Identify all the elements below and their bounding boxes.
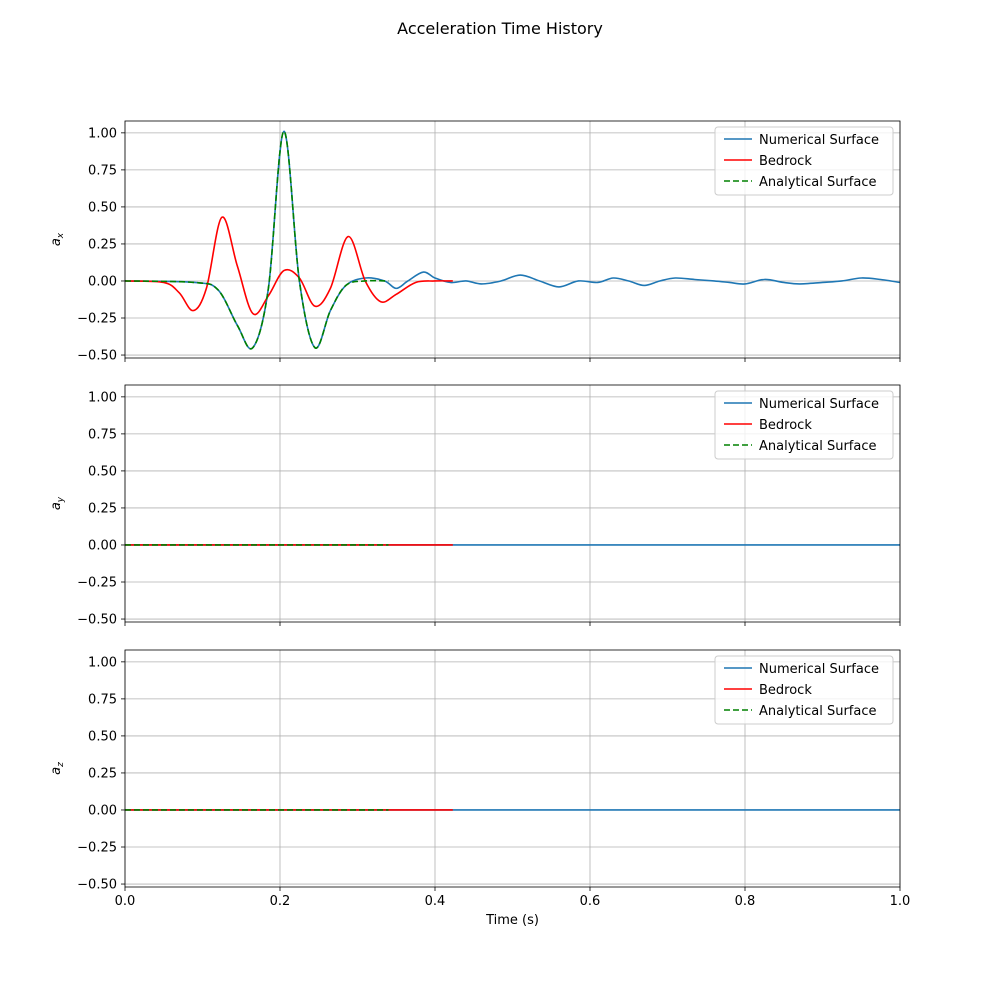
legend-label: Numerical Surface <box>759 662 879 677</box>
series-analytical-surface <box>124 130 389 350</box>
y-axis-label-subscript: x <box>56 232 66 239</box>
y-axis-label-subscript: z <box>56 762 66 768</box>
y-tick-label: −0.25 <box>77 312 117 327</box>
x-tick-label: 0.0 <box>115 894 136 909</box>
y-tick-label: 0.00 <box>88 274 117 289</box>
panels: 1.000.750.500.250.00−0.25−0.50axNumerica… <box>49 120 911 928</box>
legend-label: Analytical Surface <box>759 704 877 719</box>
x-tick-label: 0.6 <box>580 894 601 909</box>
figure-title: Acceleration Time History <box>397 19 603 38</box>
x-axis-label: Time (s) <box>485 913 539 928</box>
axes-frame <box>124 120 901 359</box>
y-tick-label: 1.00 <box>88 390 117 405</box>
y-tick-label: 1.00 <box>88 126 117 141</box>
legend: Numerical Surface Bedrock Analytical Surfa… <box>714 390 894 460</box>
y-tick-label: 0.75 <box>88 692 117 707</box>
y-tick-label: −0.25 <box>77 576 117 591</box>
y-tick-label: 0.50 <box>88 464 117 479</box>
y-tick-label: 1.00 <box>88 655 117 670</box>
y-tick-label: 0.25 <box>88 501 117 516</box>
y-tick-label: 0.00 <box>88 803 117 818</box>
x-tick-label: 1.0 <box>890 894 911 909</box>
axes-frame <box>124 649 901 888</box>
y-tick-label: 0.50 <box>88 729 117 744</box>
y-axis-label-main: a <box>49 238 64 246</box>
y-tick-label: 0.25 <box>88 766 117 781</box>
legend: Numerical Surface Bedrock Analytical Surfa… <box>714 126 894 196</box>
legend-box <box>714 390 894 460</box>
axes-frame <box>124 384 901 623</box>
y-tick-label: 0.50 <box>88 200 117 215</box>
y-axis-label: ax <box>49 232 66 246</box>
y-tick-label: −0.50 <box>77 878 117 893</box>
y-tick-label: −0.50 <box>77 349 117 364</box>
legend-box <box>714 655 894 725</box>
legend-label: Bedrock <box>759 683 812 698</box>
y-tick-label: 0.75 <box>88 427 117 442</box>
legend-label: Numerical Surface <box>759 133 879 148</box>
legend-label: Bedrock <box>759 418 812 433</box>
panel-2: 1.00 0.75 0.50 0.25 0.00 −0.25 −0.50 ay Numerica… <box>49 384 901 628</box>
y-axis-label: az <box>49 762 66 775</box>
y-tick-label: −0.25 <box>77 841 117 856</box>
x-tick-label: 0.8 <box>735 894 756 909</box>
x-tick-label: 0.4 <box>425 894 446 909</box>
legend-label: Bedrock <box>759 154 812 169</box>
legend-box <box>714 126 894 196</box>
y-tick-label: 0.75 <box>88 163 117 178</box>
y-tick-label: 0.00 <box>88 538 117 553</box>
y-tick-label: 0.25 <box>88 237 117 252</box>
panel-3: 0.0 0.2 0.4 0.6 0.8 1.0 1.00 0.75 0.50 0.25 0.00 −0… <box>49 649 911 928</box>
legend-label: Analytical Surface <box>759 175 877 190</box>
y-axis-label-main: a <box>49 502 64 510</box>
x-tick-label: 0.2 <box>270 894 291 909</box>
series-bedrock <box>124 216 453 316</box>
legend-label: Analytical Surface <box>759 439 877 454</box>
legend-label: Numerical Surface <box>759 397 879 412</box>
panel-1: 1.00 0.75 0.50 0.25 0.00 −0.25 −0.50 ax Numerica… <box>49 120 901 364</box>
y-tick-label: −0.50 <box>77 613 117 628</box>
y-axis-label-main: a <box>49 767 64 775</box>
y-axis-label: ay <box>49 496 66 510</box>
y-axis-label-subscript: y <box>56 496 66 503</box>
legend: Numerical Surface Bedrock Analytical Surfa… <box>714 655 894 725</box>
